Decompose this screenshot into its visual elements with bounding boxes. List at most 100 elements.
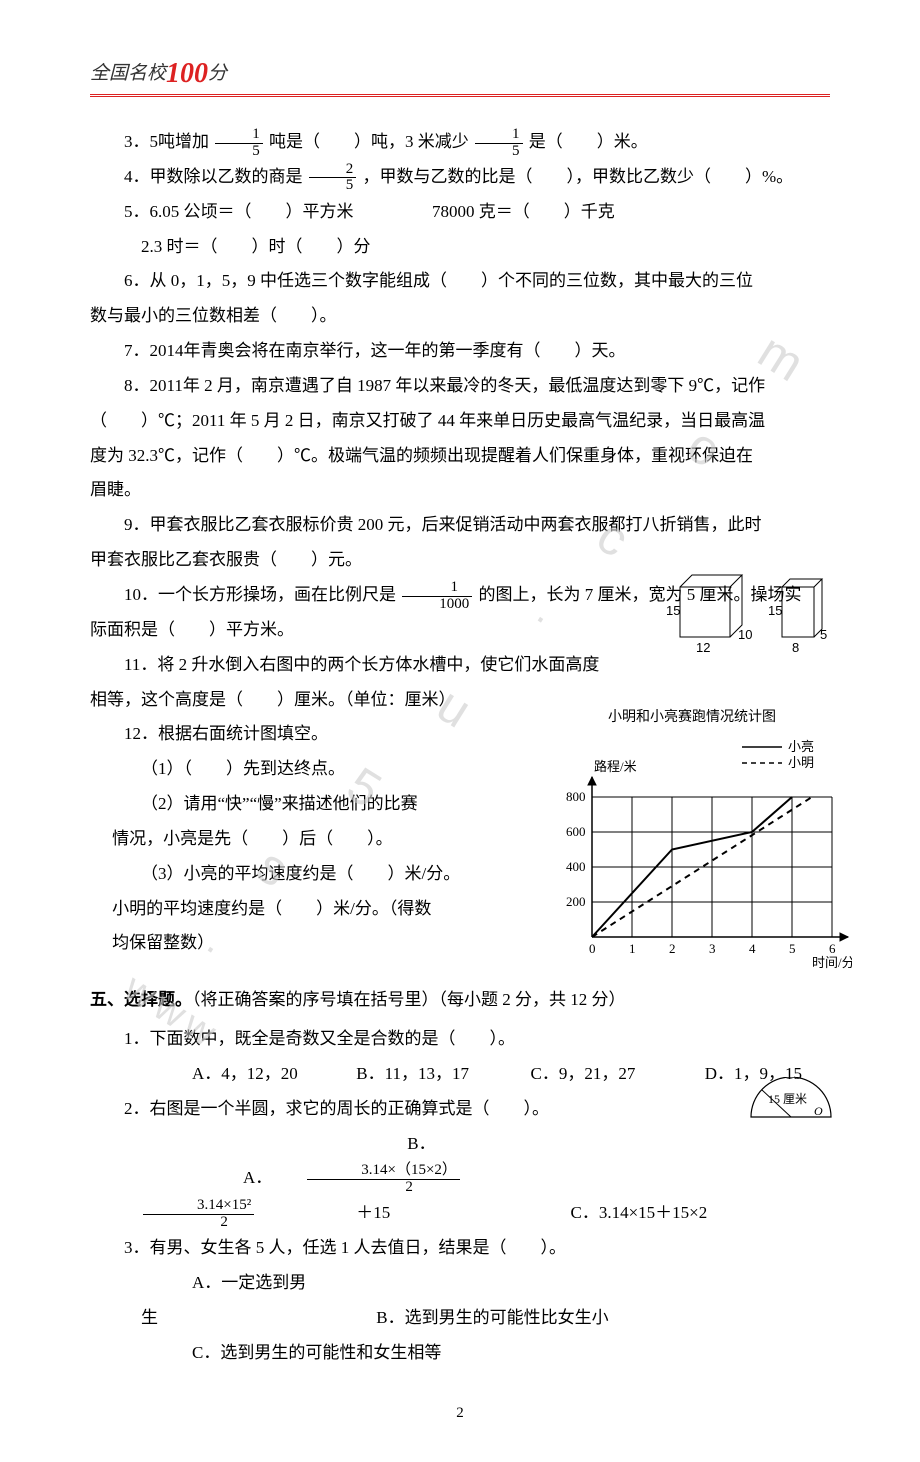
q7-text: 2014年青奥会将在南京举行，这一年的第一季度有（ ）天。 (150, 341, 626, 360)
header-fen: 分 (208, 63, 227, 84)
question-8b: （ ）℃；2011 年 5 月 2 日，南京又打破了 44 年来单日历史最高气温… (90, 404, 830, 439)
question-4: 4．甲数除以乙数的商是 25 ，甲数与乙数的比是（ ），甲数比乙数少（ ）%。 (90, 160, 830, 195)
q5-line2: 2.3 时＝（ ）时（ ）分 (141, 237, 371, 256)
xtick-1: 1 (629, 941, 636, 956)
s5-q2-num: 2． (124, 1099, 150, 1118)
cuboids-figure: 15 12 10 15 8 5 (662, 567, 842, 657)
frac-num: 1 (215, 127, 263, 144)
s5-q1-options: A．4，12，20 B．11，13，17 C．9，21，27 D．1，9，15 (90, 1057, 830, 1092)
cuboid1-w1: 12 (696, 640, 710, 655)
s5-q2-B-frac: 3.14×（15×2）2 (307, 1163, 460, 1196)
section-5-title-b: （将正确答案的序号填在括号里）（每小题 2 分，共 12 分） (192, 990, 626, 1009)
q3-t3: 是（ ）米。 (529, 132, 648, 151)
s5-q2-B-suf: ＋15 (305, 1196, 390, 1231)
xtick-5: 5 (789, 941, 796, 956)
q12-p2b: 情况，小亮是先（ ）后（ ）。 (90, 822, 490, 857)
q9-num: 9． (124, 515, 150, 534)
q6-textb: 数与最小的三位数相差（ ）。 (90, 306, 337, 325)
s5-q2-text: 右图是一个半圆，求它的周长的正确算式是（ ）。 (150, 1099, 550, 1118)
frac-num: 2 (309, 162, 357, 179)
s5-q2: 2．右图是一个半圆，求它的周长的正确算式是（ ）。 (90, 1092, 830, 1127)
section-5-title: 五、选择题。（将正确答案的序号填在括号里）（每小题 2 分，共 12 分） (90, 983, 830, 1018)
q3-frac2: 15 (475, 127, 523, 160)
frac-den: 5 (309, 178, 357, 194)
s5-q3-text: 有男、女生各 5 人，任选 1 人去值日，结果是（ ）。 (150, 1238, 567, 1257)
cuboid1-h: 15 (666, 603, 680, 618)
section-5-title-a: 五、选择题。 (90, 990, 192, 1009)
q10-textb: 际面积是（ ）平方米。 (90, 620, 294, 639)
q12-p2a: （2）请用“快”“慢”来描述他们的比赛 (90, 787, 490, 822)
s5-q3: 3．有男、女生各 5 人，任选 1 人去值日，结果是（ ）。 (90, 1231, 830, 1266)
question-7: 7．2014年青奥会将在南京举行，这一年的第一季度有（ ）天。 (90, 334, 830, 369)
ytick-600: 600 (566, 824, 586, 839)
q12-p1-text: （1）（ ）先到达终点。 (141, 759, 345, 778)
s5-q2-options: A． 3.14×15²2 B． 3.14×（15×2）2 ＋15 C．3.14×… (90, 1127, 830, 1232)
s5-q2-B-pre: B． (356, 1127, 435, 1162)
s5-q2-A-frac: 3.14×15²2 (143, 1198, 254, 1231)
cuboid2-w1: 8 (792, 640, 799, 655)
cuboid2-h: 15 (768, 603, 782, 618)
q8-num: 8． (124, 376, 150, 395)
page-number: 2 (90, 1405, 830, 1422)
q7-num: 7． (124, 341, 150, 360)
q11-texta: 将 2 升水倒入右图中的两个长方体水槽中，使它们水面高度 (157, 655, 599, 674)
question-3: 3．5吨增加 15 吨是（ ）吨，3 米减少 15 是（ ）米。 (90, 125, 830, 160)
race-chart: 小明和小亮赛跑情况统计图 小亮 小明 路程/米 (532, 704, 852, 969)
header-100: 100 (166, 58, 208, 89)
q11-num: 11． (124, 655, 157, 674)
q12-p2a-text: （2）请用“快”“慢”来描述他们的比赛 (141, 794, 418, 813)
s5-q2-C: C．3.14×15＋15×2 (520, 1196, 708, 1231)
xtick-6: 6 (829, 941, 836, 956)
header-prefix: 全国名校 (90, 63, 166, 84)
s5-q3-options-row2: C．选到男生的可能性和女生相等 (90, 1336, 830, 1371)
q5-line1a: 6.05 公顷＝（ ）平方米 (150, 202, 354, 221)
ytick-200: 200 (566, 894, 586, 909)
q8-textd: 眉睫。 (90, 480, 141, 499)
s5-q1: 1．下面数中，既全是奇数又全是合数的是（ ）。 (90, 1022, 830, 1057)
q9-texta: 甲套衣服比乙套衣服标价贵 200 元，后来促销活动中两套衣服都打八折销售，此时 (150, 515, 762, 534)
q4-t2: ，甲数与乙数的比是（ ），甲数比乙数少（ ）%。 (363, 167, 794, 186)
ytick-400: 400 (566, 859, 586, 874)
frac-den: 5 (475, 144, 523, 160)
q12-p3b: 小明的平均速度约是（ ）米/分。（得数 (90, 892, 490, 927)
chart-ylabel: 路程/米 (594, 759, 637, 774)
s5-q1-A: A．4，12，20 (141, 1057, 301, 1092)
s5-q3-C: C．选到男生的可能性和女生相等 (141, 1336, 441, 1371)
frac-num: 1 (475, 127, 523, 144)
s5-q3-A: A．一定选到男生 (141, 1266, 321, 1336)
cuboid2-w2: 5 (820, 627, 827, 642)
question-6b: 数与最小的三位数相差（ ）。 (90, 299, 830, 334)
frac-num: 3.14×15² (143, 1198, 254, 1215)
q12-p3a-text: （3）小亮的平均速度约是（ ）米/分。 (141, 864, 460, 883)
question-9: 9．甲套衣服比乙套衣服标价贵 200 元，后来促销活动中两套衣服都打八折销售，此… (90, 508, 830, 543)
q10-frac: 11000 (402, 580, 472, 613)
question-8c: 度为 32.3℃，记作（ ）℃。极端气温的频频出现提醒着人们保重身体，重视环保迫… (90, 439, 830, 474)
q4-frac: 25 (309, 162, 357, 195)
q4-t1: 甲数除以乙数的商是 (150, 167, 303, 186)
q3-frac1: 15 (215, 127, 263, 160)
q5-line1b: 78000 克＝（ ）千克 (432, 202, 615, 221)
chart-title: 小明和小亮赛跑情况统计图 (532, 704, 852, 733)
q4-num: 4． (124, 167, 150, 186)
s5-q1-B: B．11，13，17 (305, 1057, 475, 1092)
xtick-3: 3 (709, 941, 716, 956)
q12-title: 根据右面统计图填空。 (158, 724, 328, 743)
s5-q1-num: 1． (124, 1029, 150, 1048)
q3-t2: 吨是（ ）吨，3 米减少 (269, 132, 469, 151)
xtick-4: 4 (749, 941, 756, 956)
q12-p2b-text: 情况，小亮是先（ ）后（ ）。 (112, 829, 393, 848)
q10-t1: 一个长方形操场，画在比例尺是 (158, 585, 396, 604)
chart-xlabel: 时间/分 (812, 955, 852, 969)
q12-num: 12． (124, 724, 158, 743)
q8-textb: （ ）℃；2011 年 5 月 2 日，南京又打破了 44 年来单日历史最高气温… (90, 411, 765, 430)
frac-den: 2 (143, 1215, 254, 1231)
ytick-800: 800 (566, 789, 586, 804)
s5-q3-options-row1: A．一定选到男生 B．选到男生的可能性比女生小 (90, 1266, 830, 1336)
q3-num: 3． (124, 132, 150, 151)
frac-num: 3.14×（15×2） (307, 1163, 460, 1180)
s5-q1-C: C．9，21，27 (480, 1057, 650, 1092)
q10-num: 10． (124, 585, 158, 604)
q12-p3c-text: 均保留整数） (112, 933, 214, 952)
q11-textb: 相等，这个高度是（ ）厘米。（单位：厘米） (90, 690, 456, 709)
q12-p1: （1）（ ）先到达终点。 (90, 752, 490, 787)
